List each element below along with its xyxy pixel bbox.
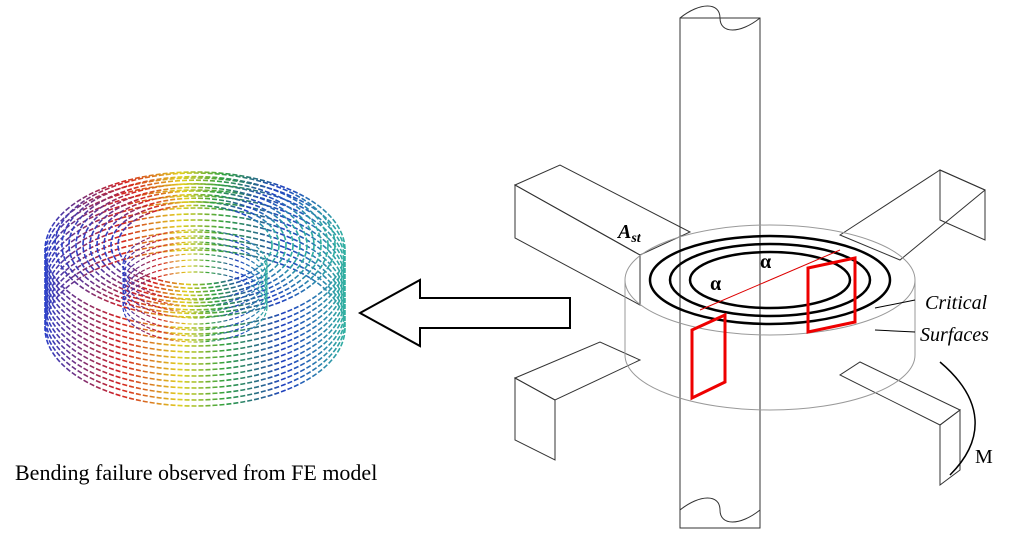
- steel-area-label: Ast: [616, 221, 642, 246]
- joint-diagram: [515, 6, 985, 528]
- beam: [840, 170, 985, 260]
- caption: Bending failure observed from FE model: [15, 460, 377, 485]
- angle-label: α: [760, 251, 771, 273]
- critical-surface: [692, 315, 725, 398]
- fe-hoop: [123, 230, 267, 300]
- beam: [515, 165, 690, 255]
- diagram: Ast α α Critical Surfaces M Bending fail…: [0, 0, 1021, 537]
- critical-label: Critical: [925, 292, 988, 314]
- beam: [515, 185, 640, 305]
- pointer: [875, 330, 915, 332]
- beam: [940, 170, 985, 240]
- moment-arrow: [940, 362, 975, 475]
- hollow-arrow: [360, 280, 570, 346]
- beam: [840, 362, 960, 425]
- beam: [515, 342, 640, 400]
- fe-hoop: [123, 272, 267, 342]
- column-break: [680, 498, 760, 522]
- angle-label: α: [710, 273, 721, 295]
- fe-hoop: [62, 177, 328, 314]
- moment-label: M: [975, 446, 993, 468]
- steel-area-sub: st: [630, 231, 641, 246]
- steel-area-main: A: [616, 221, 631, 243]
- critical-label: Surfaces: [920, 324, 989, 346]
- fe-model-ring: [45, 172, 345, 406]
- fe-hoop: [97, 195, 293, 296]
- pointer: [875, 300, 915, 308]
- fe-hoop: [118, 205, 272, 284]
- beam: [940, 410, 960, 485]
- fe-hoop: [123, 242, 267, 312]
- beam: [515, 378, 555, 460]
- fe-hoop: [123, 248, 267, 318]
